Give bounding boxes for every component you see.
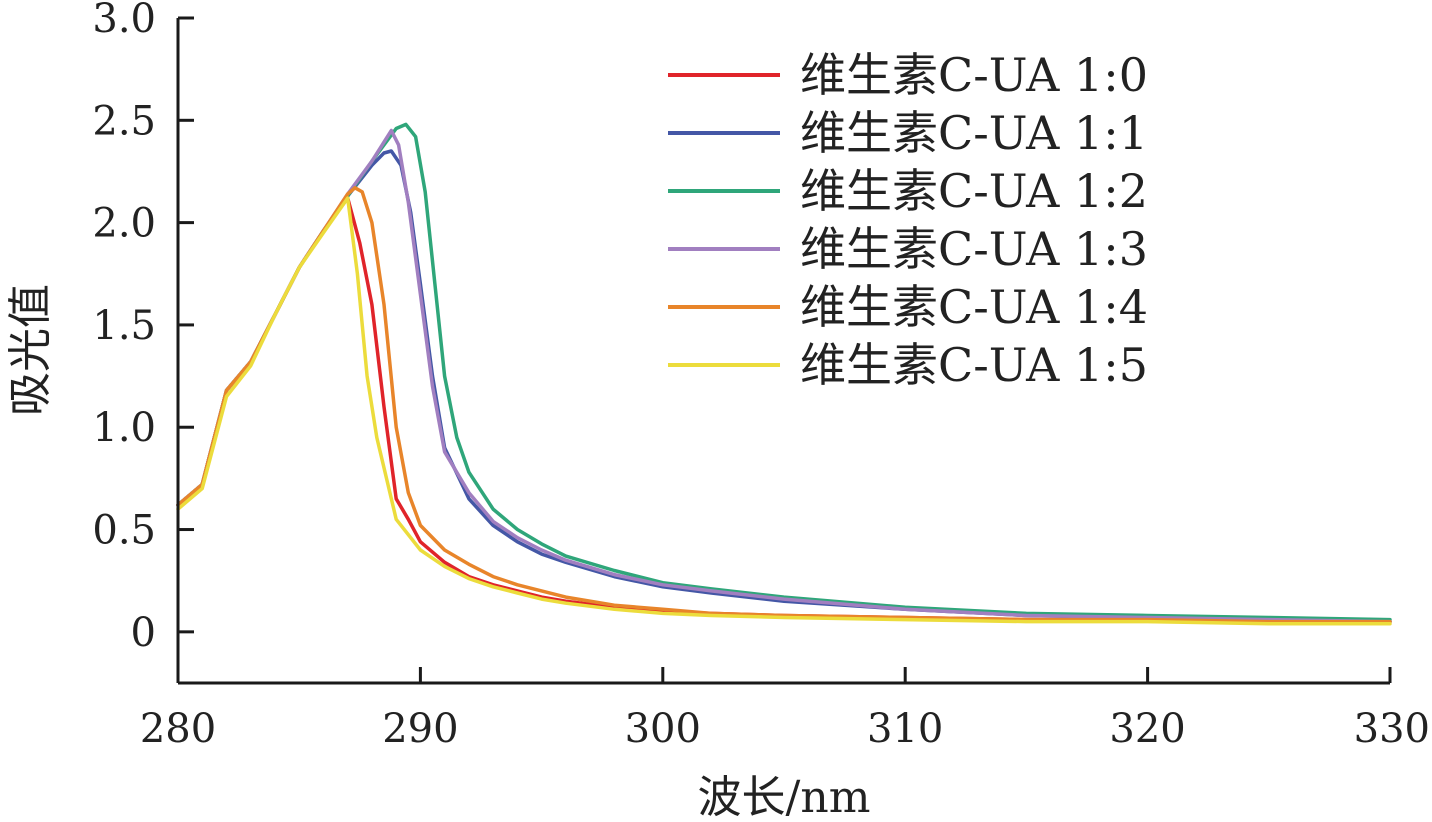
y-axis-title: 吸光值 (5, 284, 56, 416)
series-line-3 (176, 122, 1392, 622)
legend-label: 维生素C-UA 1:4 (800, 280, 1148, 334)
x-tick-label: 300 (625, 706, 701, 752)
y-tick-label: 2.5 (92, 98, 156, 144)
legend-label: 维生素C-UA 1:0 (800, 48, 1148, 102)
y-tick-label: 0.5 (92, 508, 156, 554)
series-lines (176, 122, 1392, 626)
y-tick-label: 1.0 (92, 405, 156, 451)
x-ticks: 280 290 300 310 320 330 (140, 667, 1430, 752)
y-tick-label: 3.0 (92, 0, 156, 42)
series-line-6 (176, 196, 1392, 626)
series-line-5 (176, 186, 1392, 624)
x-tick-label: 310 (867, 706, 943, 752)
x-tick-label: 320 (1109, 706, 1185, 752)
series-line-2 (176, 149, 1392, 624)
y-tick-label: 2.0 (92, 201, 156, 247)
series-line-1 (176, 196, 1392, 624)
legend-label: 维生素C-UA 1:1 (800, 106, 1148, 160)
axes (176, 18, 1390, 685)
x-tick-label: 290 (382, 706, 458, 752)
series-line-4 (176, 128, 1392, 624)
y-tick-label: 0 (131, 610, 156, 656)
legend-label: 维生素C-UA 1:2 (800, 164, 1148, 218)
legend-label: 维生素C-UA 1:5 (800, 338, 1148, 392)
x-tick-label: 280 (140, 706, 216, 752)
y-tick-label: 1.5 (92, 303, 156, 349)
y-ticks: 0 0.5 1.0 1.5 2.0 2.5 3.0 (92, 0, 194, 656)
x-axis-title: 波长/nm (698, 772, 871, 822)
legend-label: 维生素C-UA 1:3 (800, 222, 1148, 276)
x-tick-label: 330 (1354, 706, 1430, 752)
